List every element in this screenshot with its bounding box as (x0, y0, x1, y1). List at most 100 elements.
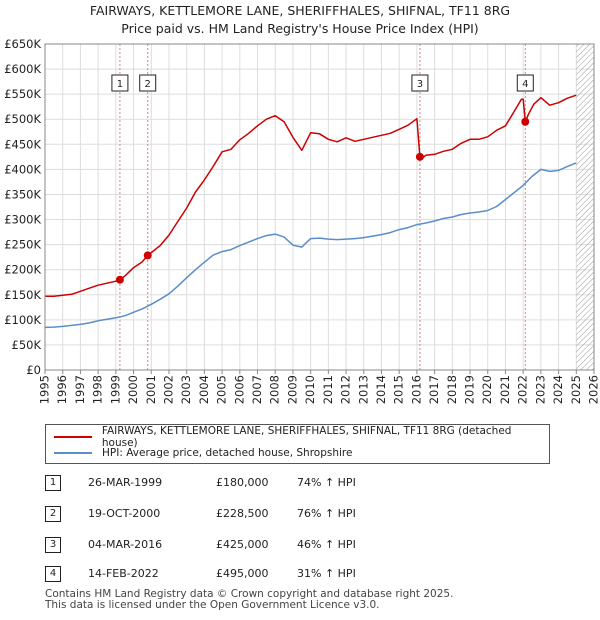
y-tick-label: £0 (26, 363, 41, 377)
x-tick-label: 1998 (91, 375, 105, 404)
sale-number-badge: 2 (45, 506, 61, 522)
footer-licence: This data is licensed under the Open Gov… (45, 599, 380, 611)
sale-marker-box (516, 74, 534, 92)
x-tick-label: 2018 (445, 375, 459, 404)
sale-marker-number: 3 (417, 79, 423, 90)
y-tick-label: £250K (4, 238, 41, 252)
sale-price: £180,000 (216, 476, 269, 489)
x-tick-label: 1995 (38, 375, 52, 404)
sale-date: 26-MAR-1999 (88, 476, 163, 489)
sale-point (415, 152, 424, 161)
y-tick-label: £50K (12, 338, 42, 352)
x-tick-label: 1999 (108, 375, 122, 404)
series-layer (44, 94, 577, 329)
sale-date: 14-FEB-2022 (88, 567, 159, 580)
x-tick-label: 2003 (179, 375, 193, 404)
y-tick-label: £400K (4, 162, 41, 176)
legend-item-property: FAIRWAYS, KETTLEMORE LANE, SHERIFFHALES,… (54, 425, 549, 449)
legend-swatch-property (54, 436, 92, 438)
x-tick-label: 2019 (463, 375, 477, 404)
legend-label-hpi: HPI: Average price, detached house, Shro… (102, 447, 353, 459)
x-tick-label: 2011 (321, 375, 335, 404)
price-chart: 1 2 3 4 £0 £50K £100K £150K £200K £250K £300K £350… (4, 37, 600, 404)
y-tick-label: £200K (4, 263, 41, 277)
sale-row: 3 04-MAR-2016 £425,000 46% ↑ HPI (45, 537, 465, 555)
x-tick-label: 2004 (197, 375, 211, 404)
grid (44, 43, 595, 371)
y-tick-label: £300K (4, 213, 41, 227)
sale-hpi-change: 76% ↑ HPI (297, 507, 356, 520)
sale-marker-box (411, 74, 429, 92)
sale-marker-number: 1 (117, 79, 123, 90)
sale-marker-number: 4 (522, 79, 528, 90)
y-tick-label: £550K (4, 87, 41, 101)
y-tick-label: £500K (4, 112, 41, 126)
y-tick-label: £650K (4, 37, 41, 51)
y-tick-label: £600K (4, 62, 41, 76)
sale-hpi-change: 46% ↑ HPI (297, 538, 356, 551)
x-tick-label: 2013 (356, 375, 370, 404)
x-tick-label: 2005 (215, 375, 229, 404)
sale-price: £495,000 (216, 567, 269, 580)
sale-number-boxes: 1 2 3 4 (111, 74, 534, 92)
x-tick-label: 2022 (516, 375, 530, 404)
x-tick-label: 2007 (250, 375, 264, 404)
x-tick-label: 2025 (569, 375, 583, 404)
x-tick-label: 2017 (427, 375, 441, 404)
sale-hpi-change: 31% ↑ HPI (297, 567, 356, 580)
legend-item-hpi: HPI: Average price, detached house, Shro… (54, 445, 352, 461)
hpi-line (44, 162, 577, 329)
sale-price: £228,500 (216, 507, 269, 520)
sale-date: 04-MAR-2016 (88, 538, 163, 551)
plot-border (44, 43, 595, 371)
x-tick-label: 2021 (498, 375, 512, 404)
sale-hpi-change: 74% ↑ HPI (297, 476, 356, 489)
chart-subtitle: Price paid vs. HM Land Registry's House … (121, 21, 479, 36)
sale-points (115, 117, 530, 284)
x-tick-label: 2001 (144, 375, 158, 404)
footer-copyright: Contains HM Land Registry data © Crown c… (45, 588, 454, 600)
chart-title-line1: FAIRWAYS, KETTLEMORE LANE, SHERIFFHALES,… (89, 3, 511, 18)
sale-number-badge: 1 (45, 475, 61, 491)
sale-row: 4 14-FEB-2022 £495,000 31% ↑ HPI (45, 566, 465, 584)
sale-point (143, 251, 152, 260)
sale-marker-number: 2 (145, 79, 151, 90)
x-tick-label: 2024 (551, 375, 565, 404)
sale-marker-box (111, 74, 129, 92)
sale-marker-box (139, 74, 157, 92)
x-tick-label: 2002 (161, 375, 175, 404)
x-tick-label: 2020 (480, 375, 494, 404)
footer: Contains HM Land Registry data © Crown c… (45, 589, 453, 611)
x-tick-label: 2000 (126, 375, 140, 404)
x-tick-label: 1996 (55, 375, 69, 404)
y-tick-label: £350K (4, 187, 41, 201)
y-axis-ticks: £0 £50K £100K £150K £200K £250K £300K £350K £400… (4, 37, 41, 377)
x-tick-label: 2023 (533, 375, 547, 404)
sale-point (521, 117, 530, 126)
sale-price: £425,000 (216, 538, 269, 551)
x-tick-label: 2016 (409, 375, 423, 404)
x-tick-label: 2006 (232, 375, 246, 404)
x-tick-label: 2008 (268, 375, 282, 404)
x-axis-ticks: 1995 1996 1997 1998 1999 2000 2001 2002 2003 2004… (38, 370, 600, 404)
sale-date: 19-OCT-2000 (88, 507, 161, 520)
x-tick-label: 2012 (339, 375, 353, 404)
forecast-hatch (576, 44, 594, 370)
x-tick-label: 2010 (303, 375, 317, 404)
legend-swatch-hpi (54, 452, 92, 454)
plot-area (45, 44, 594, 370)
y-tick-label: £100K (4, 313, 41, 327)
price-paid-line (45, 94, 577, 298)
sale-row: 2 19-OCT-2000 £228,500 76% ↑ HPI (45, 506, 465, 524)
sale-number-badge: 4 (45, 566, 61, 582)
y-tick-label: £150K (4, 288, 41, 302)
x-tick-label: 2009 (285, 375, 299, 404)
x-tick-label: 2015 (392, 375, 406, 404)
sale-point (115, 275, 124, 284)
x-tick-label: 2026 (587, 375, 600, 404)
chart-title: FAIRWAYS, KETTLEMORE LANE, SHERIFFHALES,… (0, 2, 600, 38)
sale-row: 1 26-MAR-1999 £180,000 74% ↑ HPI (45, 475, 465, 493)
legend: FAIRWAYS, KETTLEMORE LANE, SHERIFFHALES,… (45, 424, 550, 464)
y-tick-label: £450K (4, 137, 41, 151)
x-tick-label: 2014 (374, 375, 388, 404)
